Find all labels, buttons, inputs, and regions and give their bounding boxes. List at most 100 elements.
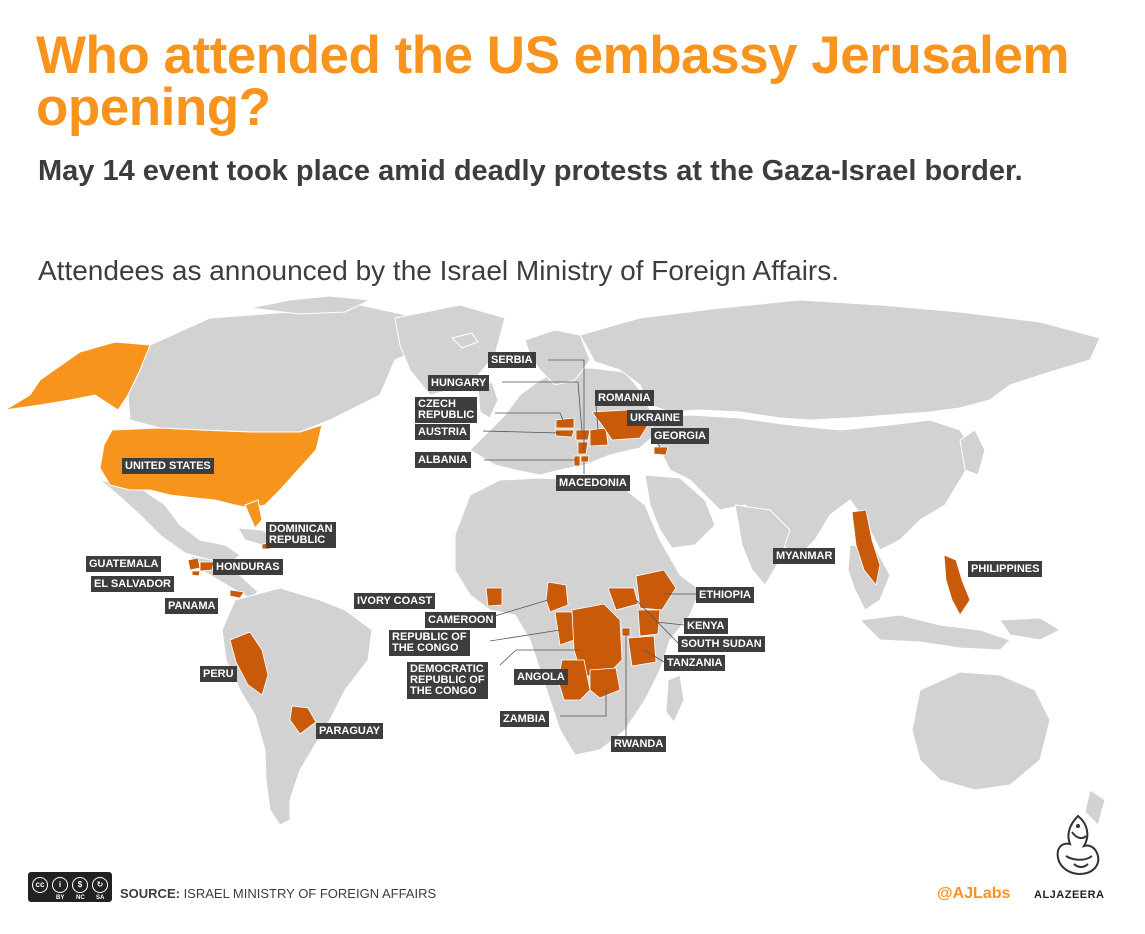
shape-rwanda bbox=[621, 627, 631, 637]
shape-alaska bbox=[4, 341, 151, 411]
shape-honduras bbox=[199, 561, 215, 572]
shape-kenya bbox=[637, 609, 661, 637]
label-paraguay: PARAGUAY bbox=[316, 723, 384, 739]
label-angola: ANGOLA bbox=[514, 669, 568, 685]
label-serbia: SERBIA bbox=[488, 352, 536, 368]
leader-drc bbox=[499, 649, 580, 666]
label-el-salvador: EL SALVADOR bbox=[91, 576, 175, 592]
nc-icon: $ bbox=[72, 877, 88, 893]
land-canada bbox=[127, 304, 431, 433]
label-cameroon: CAMEROON bbox=[425, 612, 497, 628]
shape-serbia bbox=[577, 441, 589, 455]
shape-albania bbox=[573, 455, 581, 467]
source-label: SOURCE: bbox=[120, 886, 180, 901]
label-albania: ALBANIA bbox=[415, 452, 471, 468]
label-honduras: HONDURAS bbox=[213, 559, 283, 575]
shape-ivory-coast bbox=[485, 587, 503, 607]
leader-congo bbox=[489, 629, 561, 642]
shape-florida bbox=[244, 499, 263, 529]
al-jazeera-logo-icon bbox=[1056, 814, 1100, 876]
label-macedonia: MACEDONIA bbox=[556, 475, 630, 491]
land-arctic-islands bbox=[249, 295, 372, 315]
source-note: Attendees as announced by the Israel Min… bbox=[38, 255, 840, 286]
land-japan bbox=[959, 429, 986, 476]
shape-macedonia bbox=[580, 455, 590, 463]
land-new-guinea bbox=[999, 617, 1062, 641]
label-tanzania: TANZANIA bbox=[664, 655, 726, 671]
leader-zambia bbox=[560, 690, 607, 717]
land-new-zealand bbox=[1084, 789, 1106, 826]
cc-icon: cc bbox=[32, 877, 48, 893]
shape-austria bbox=[554, 429, 575, 438]
ajlabs-handle[interactable]: @AJLabs bbox=[937, 885, 1011, 902]
label-dr-congo: DEMOCRATIC REPUBLIC OF THE CONGO bbox=[407, 662, 488, 699]
shape-paraguay bbox=[289, 705, 317, 735]
label-kenya: KENYA bbox=[684, 618, 728, 634]
land-asia bbox=[649, 414, 976, 556]
page-title: Who attended the US embassy Jerusalem op… bbox=[36, 26, 1070, 137]
by-icon: i bbox=[52, 877, 68, 893]
label-austria: AUSTRIA bbox=[415, 424, 470, 440]
label-zambia: ZAMBIA bbox=[500, 711, 549, 727]
leader-romania bbox=[595, 404, 599, 431]
shape-philippines bbox=[943, 554, 971, 616]
leader-south-sudan bbox=[635, 599, 679, 644]
label-hungary: HUNGARY bbox=[428, 375, 490, 391]
shape-cameroon bbox=[545, 581, 569, 613]
label-ivory-coast: IVORY COAST bbox=[354, 593, 436, 609]
source-credit: SOURCE: ISRAEL MINISTRY OF FOREIGN AFFAI… bbox=[120, 886, 436, 901]
source-text: ISRAEL MINISTRY OF FOREIGN AFFAIRS bbox=[179, 886, 437, 901]
shape-georgia bbox=[653, 446, 669, 456]
label-panama: PANAMA bbox=[165, 598, 219, 614]
leader-austria bbox=[482, 430, 561, 434]
leader-cameroon bbox=[487, 599, 549, 619]
shape-czech-republic bbox=[555, 417, 575, 429]
label-peru: PERU bbox=[200, 666, 237, 682]
leader-serbia bbox=[548, 359, 585, 450]
leader-hungary bbox=[502, 381, 583, 433]
land-russia bbox=[579, 299, 1101, 421]
label-ukraine: UKRAINE bbox=[627, 410, 684, 426]
label-rwanda: RWANDA bbox=[611, 736, 667, 752]
land-southeast-asia bbox=[847, 544, 891, 611]
page-subtitle: May 14 event took place amid deadly prot… bbox=[38, 155, 1023, 187]
shape-panama bbox=[229, 589, 245, 599]
shape-romania bbox=[589, 427, 609, 447]
land-indonesia bbox=[858, 614, 1011, 651]
shape-tanzania bbox=[627, 635, 657, 667]
attendee-layer bbox=[4, 341, 971, 735]
shape-hungary bbox=[575, 429, 591, 441]
license-tag-by: BY bbox=[56, 895, 65, 901]
label-myanmar: MYANMAR bbox=[773, 548, 836, 564]
land-madagascar bbox=[665, 674, 685, 723]
label-czech-republic: CZECH REPUBLIC bbox=[415, 397, 478, 423]
shape-zambia bbox=[589, 667, 621, 699]
leader-czech bbox=[495, 412, 564, 421]
leader-lines bbox=[482, 359, 696, 740]
aljazeera-wordmark: ALJAZEERA bbox=[1034, 889, 1105, 901]
land-iceland bbox=[451, 332, 479, 349]
creative-commons-badge[interactable]: cc i $ ↻ BY NC SA bbox=[28, 872, 112, 902]
land-india bbox=[734, 504, 791, 586]
shape-guatemala bbox=[187, 557, 201, 571]
land-uk bbox=[477, 381, 499, 419]
land-arabia bbox=[644, 474, 716, 549]
label-guatemala: GUATEMALA bbox=[86, 556, 162, 572]
label-republic-of-the-congo: REPUBLIC OF THE CONGO bbox=[389, 630, 470, 656]
shape-el-salvador bbox=[191, 570, 201, 577]
shape-myanmar bbox=[851, 509, 881, 586]
sa-icon: ↻ bbox=[92, 877, 108, 893]
land-australia bbox=[911, 671, 1051, 791]
license-tag-sa: SA bbox=[96, 895, 105, 901]
label-philippines: PHILIPPINES bbox=[968, 561, 1043, 577]
label-united-states: UNITED STATES bbox=[122, 458, 214, 474]
land-mexico bbox=[99, 479, 241, 563]
shape-ethiopia bbox=[635, 569, 677, 611]
label-romania: ROMANIA bbox=[595, 390, 654, 406]
label-south-sudan: SOUTH SUDAN bbox=[678, 636, 765, 652]
label-georgia: GEORGIA bbox=[651, 428, 709, 444]
leader-kenya bbox=[655, 621, 685, 626]
label-dominican-republic: DOMINICAN REPUBLIC bbox=[266, 522, 336, 548]
shape-peru bbox=[229, 631, 269, 696]
